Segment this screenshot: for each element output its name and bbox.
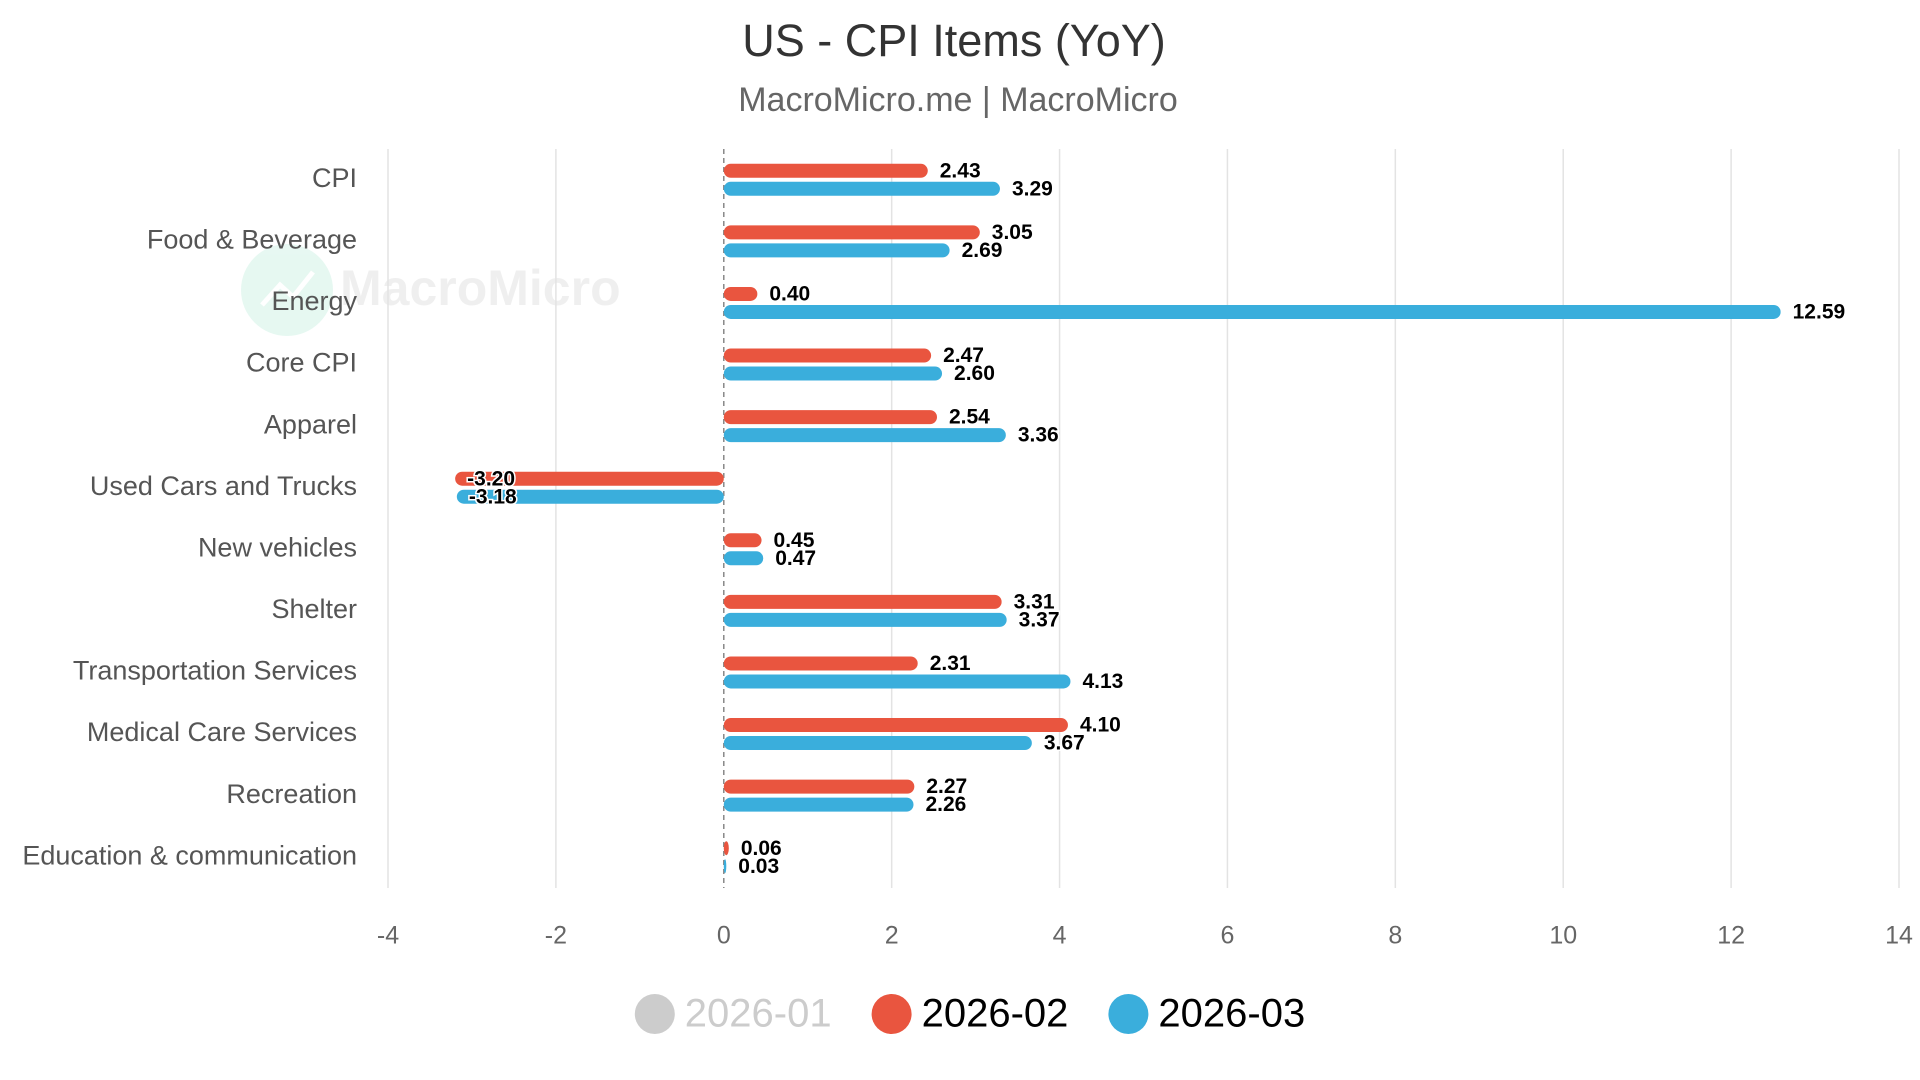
- bar: [723, 410, 937, 425]
- category-label: Recreation: [226, 779, 357, 809]
- watermark-icon: [241, 244, 333, 336]
- value-label: 0.03: [738, 855, 779, 878]
- x-tick-label: 10: [1549, 922, 1577, 950]
- value-label: 2.60: [954, 362, 995, 385]
- category-label: Transportation Services: [73, 656, 357, 686]
- bar: [723, 163, 928, 178]
- category-label: Energy: [271, 286, 357, 316]
- legend-marker: [634, 994, 675, 1034]
- value-label: 12.59: [1793, 301, 1846, 324]
- legend-marker: [871, 994, 912, 1034]
- x-tick-label: 0: [717, 922, 731, 950]
- chart-subtitle: MacroMicro.me | MacroMicro: [738, 81, 1178, 119]
- bar: [723, 674, 1071, 689]
- category-label: Used Cars and Trucks: [90, 471, 357, 501]
- value-label: -3.18: [469, 485, 517, 508]
- x-tick-label: 14: [1885, 922, 1913, 950]
- value-label: -3.20: [467, 467, 515, 490]
- category-label: Education & communication: [22, 840, 357, 870]
- category-label: Apparel: [264, 409, 357, 439]
- value-label: 0.40: [769, 283, 810, 306]
- legend-item[interactable]: 2026-02: [871, 992, 1069, 1036]
- bar: [723, 428, 1006, 443]
- category-label: New vehicles: [198, 532, 357, 562]
- value-label: 0.47: [775, 547, 816, 570]
- value-label: 2.27: [926, 775, 967, 798]
- x-tick-label: 8: [1388, 922, 1402, 950]
- value-label: 3.31: [1014, 590, 1055, 613]
- value-label: 2.31: [930, 652, 971, 675]
- x-tick-label: 12: [1717, 922, 1745, 950]
- bar: [723, 656, 918, 671]
- value-label: 3.36: [1018, 424, 1059, 447]
- legend-item[interactable]: 2026-03: [1108, 992, 1305, 1036]
- value-label: 4.13: [1082, 670, 1123, 693]
- bar: [723, 859, 727, 874]
- category-label: Medical Care Services: [87, 717, 357, 747]
- legend-label: 2026-03: [1158, 992, 1305, 1036]
- bar: [723, 348, 932, 363]
- category-label: CPI: [312, 163, 357, 193]
- bar: [723, 736, 1032, 751]
- bar: [723, 366, 943, 381]
- value-label: 2.47: [943, 344, 984, 367]
- value-label: 0.06: [741, 837, 782, 860]
- bar: [723, 286, 758, 301]
- value-label: 3.37: [1019, 608, 1060, 631]
- bar: [723, 718, 1068, 733]
- bar: [723, 181, 1000, 196]
- bar: [723, 841, 729, 856]
- legend-item[interactable]: 2026-01: [634, 992, 832, 1036]
- chart-title: US - CPI Items (YoY): [742, 15, 1165, 66]
- bar: [723, 797, 914, 812]
- x-tick-label: 2: [885, 922, 899, 950]
- x-tick-label: -4: [377, 922, 399, 950]
- bar: [723, 533, 762, 548]
- bar: [723, 779, 915, 794]
- value-label: 3.67: [1044, 732, 1085, 755]
- value-label: 3.05: [992, 221, 1033, 244]
- bar: [723, 612, 1007, 627]
- value-label: 2.43: [940, 159, 981, 182]
- category-label: Shelter: [271, 594, 357, 624]
- bar: [455, 471, 724, 486]
- x-tick-label: -2: [545, 922, 567, 950]
- value-label: 3.29: [1012, 177, 1053, 200]
- bar: [723, 225, 980, 240]
- legend-label: 2026-01: [685, 992, 832, 1036]
- bar: [723, 594, 1002, 609]
- value-label: 2.26: [925, 793, 966, 816]
- category-label: Food & Beverage: [147, 225, 357, 255]
- value-label: 2.69: [962, 239, 1003, 262]
- value-label: 4.10: [1080, 714, 1121, 737]
- x-tick-label: 6: [1220, 922, 1234, 950]
- watermark: MacroMicro: [340, 260, 621, 316]
- legend-label: 2026-02: [922, 992, 1069, 1036]
- bar: [723, 551, 764, 566]
- bar: [456, 489, 724, 504]
- bar: [723, 304, 1781, 319]
- x-tick-label: 4: [1053, 922, 1067, 950]
- legend-marker: [1108, 994, 1149, 1034]
- value-label: 0.45: [774, 529, 815, 552]
- bar: [723, 243, 950, 258]
- category-label: Core CPI: [246, 348, 357, 378]
- value-label: 2.54: [949, 406, 990, 429]
